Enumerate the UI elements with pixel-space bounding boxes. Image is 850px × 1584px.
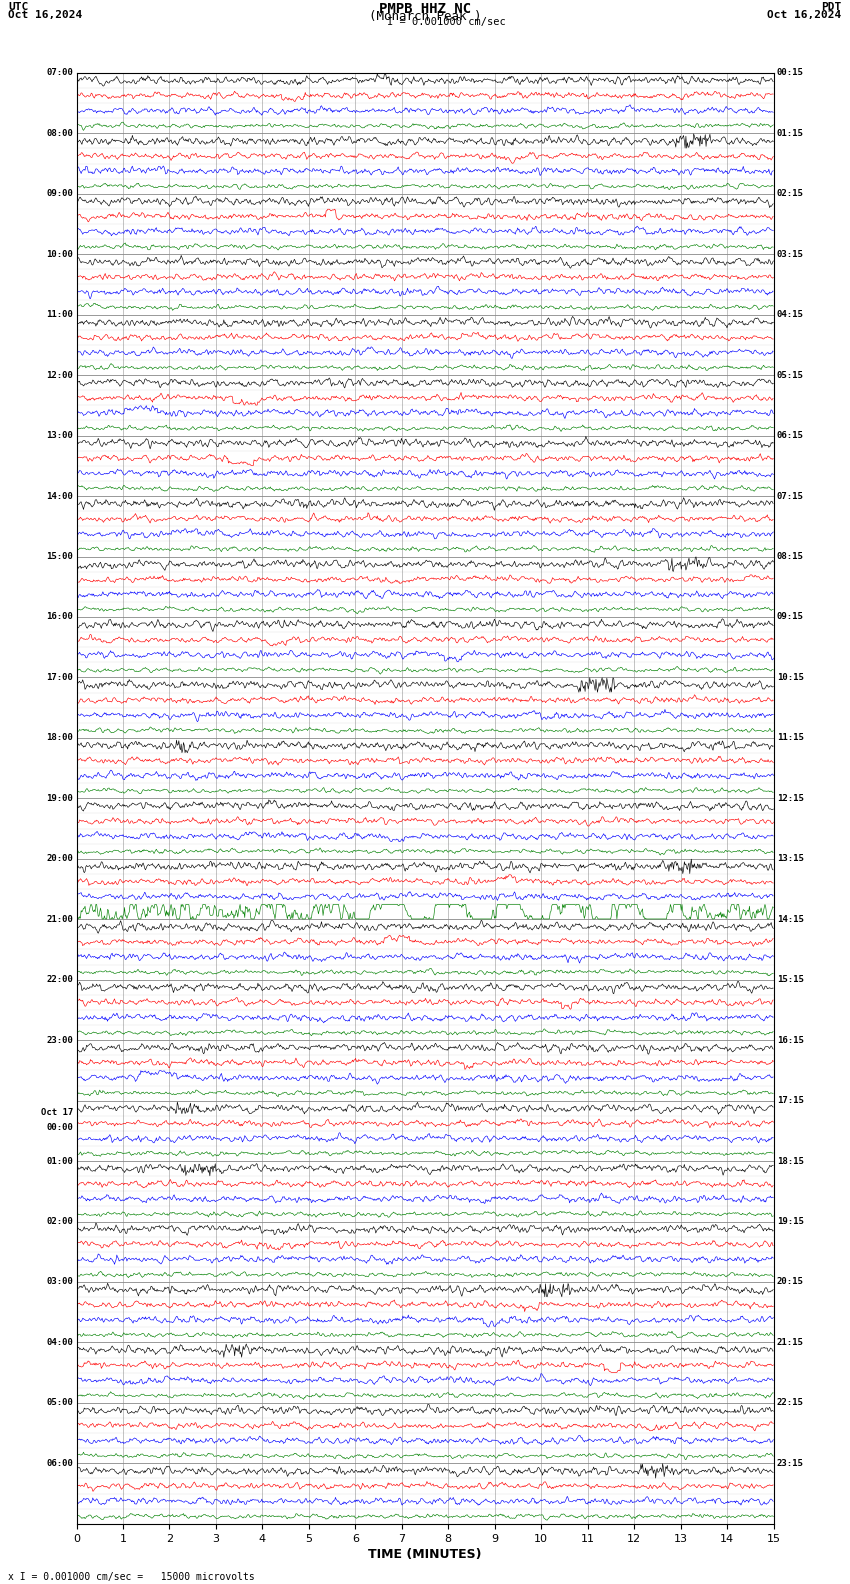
Text: 00:15: 00:15 (777, 68, 804, 78)
Text: 13:00: 13:00 (46, 431, 73, 440)
Text: 14:15: 14:15 (777, 914, 804, 923)
Text: 16:00: 16:00 (46, 613, 73, 621)
Text: 23:00: 23:00 (46, 1036, 73, 1045)
Text: 10:00: 10:00 (46, 250, 73, 258)
Text: 04:00: 04:00 (46, 1338, 73, 1346)
Text: 11:15: 11:15 (777, 733, 804, 743)
Text: 21:00: 21:00 (46, 914, 73, 923)
Text: 17:15: 17:15 (777, 1096, 804, 1106)
Text: 18:15: 18:15 (777, 1156, 804, 1166)
Text: PMPB HHZ NC: PMPB HHZ NC (379, 2, 471, 16)
Text: 00:00: 00:00 (46, 1123, 73, 1133)
Text: 08:15: 08:15 (777, 551, 804, 561)
Text: 06:00: 06:00 (46, 1459, 73, 1468)
Text: 05:15: 05:15 (777, 371, 804, 380)
Text: 22:00: 22:00 (46, 976, 73, 984)
Text: (Monarch Peak ): (Monarch Peak ) (369, 10, 481, 22)
Text: 11:00: 11:00 (46, 310, 73, 320)
Text: 13:15: 13:15 (777, 854, 804, 863)
Text: 06:15: 06:15 (777, 431, 804, 440)
Text: 12:15: 12:15 (777, 794, 804, 803)
Text: 16:15: 16:15 (777, 1036, 804, 1045)
X-axis label: TIME (MINUTES): TIME (MINUTES) (368, 1548, 482, 1560)
Text: Oct 17: Oct 17 (41, 1109, 73, 1117)
Text: 09:00: 09:00 (46, 188, 73, 198)
Text: 05:00: 05:00 (46, 1399, 73, 1408)
Text: 03:00: 03:00 (46, 1277, 73, 1286)
Text: 22:15: 22:15 (777, 1399, 804, 1408)
Text: 09:15: 09:15 (777, 613, 804, 621)
Text: 21:15: 21:15 (777, 1338, 804, 1346)
Text: 19:15: 19:15 (777, 1217, 804, 1226)
Text: 19:00: 19:00 (46, 794, 73, 803)
Text: 07:00: 07:00 (46, 68, 73, 78)
Text: 01:15: 01:15 (777, 128, 804, 138)
Text: 20:15: 20:15 (777, 1277, 804, 1286)
Text: I = 0.001000 cm/sec: I = 0.001000 cm/sec (387, 16, 506, 27)
Text: 08:00: 08:00 (46, 128, 73, 138)
Text: 15:15: 15:15 (777, 976, 804, 984)
Text: Oct 16,2024: Oct 16,2024 (8, 10, 82, 21)
Text: 07:15: 07:15 (777, 491, 804, 501)
Text: 02:15: 02:15 (777, 188, 804, 198)
Text: 02:00: 02:00 (46, 1217, 73, 1226)
Text: 15:00: 15:00 (46, 551, 73, 561)
Text: 03:15: 03:15 (777, 250, 804, 258)
Text: x I = 0.001000 cm/sec =   15000 microvolts: x I = 0.001000 cm/sec = 15000 microvolts (8, 1573, 255, 1582)
Text: 12:00: 12:00 (46, 371, 73, 380)
Text: 17:00: 17:00 (46, 673, 73, 683)
Text: UTC: UTC (8, 2, 29, 13)
Text: Oct 16,2024: Oct 16,2024 (768, 10, 842, 21)
Text: 20:00: 20:00 (46, 854, 73, 863)
Text: 18:00: 18:00 (46, 733, 73, 743)
Text: 23:15: 23:15 (777, 1459, 804, 1468)
Text: 04:15: 04:15 (777, 310, 804, 320)
Text: PDT: PDT (821, 2, 842, 13)
Text: 01:00: 01:00 (46, 1156, 73, 1166)
Text: 10:15: 10:15 (777, 673, 804, 683)
Text: 14:00: 14:00 (46, 491, 73, 501)
